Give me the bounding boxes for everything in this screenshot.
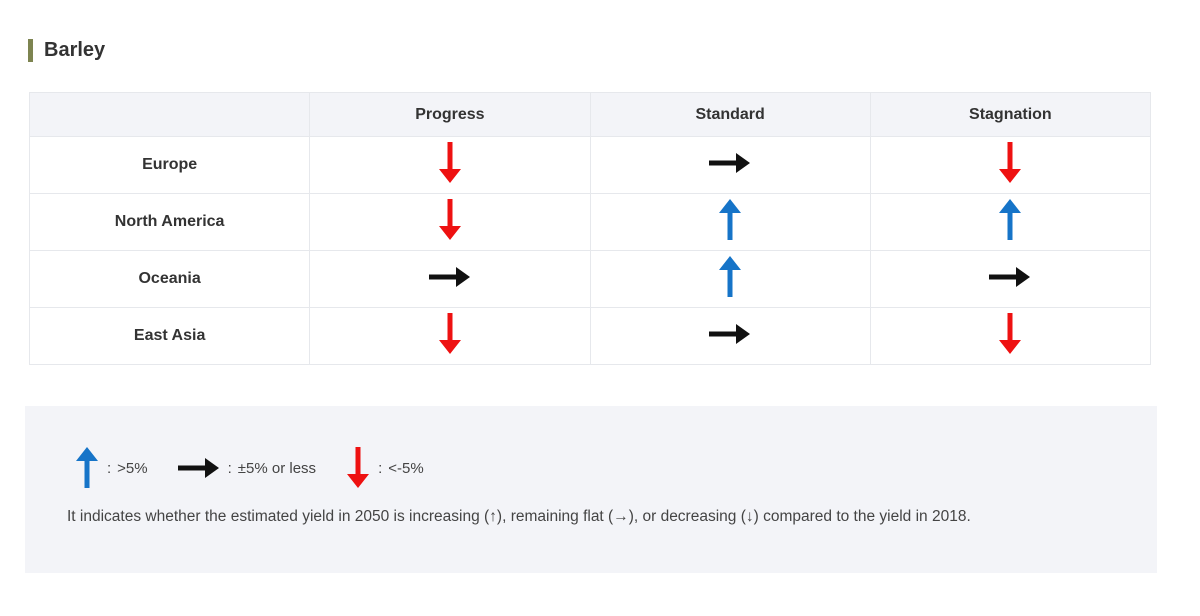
legend-note: It indicates whether the estimated yield… — [67, 508, 971, 525]
region-cell: North America — [28, 193, 311, 251]
down-arrow-icon — [438, 141, 462, 184]
legend-label: <-5% — [388, 459, 424, 477]
trend-cell — [589, 307, 871, 365]
table-row: Europe — [28, 136, 1152, 194]
table-header-row: Progress Standard Stagnation — [28, 92, 1152, 137]
legend-label: >5% — [117, 459, 148, 477]
legend-item-flat: : ±5% or less — [177, 457, 317, 479]
legend-item-increase: : >5% — [75, 447, 148, 489]
down-arrow-icon — [998, 312, 1022, 355]
legend-separator: : — [378, 459, 383, 477]
up-arrow-icon — [75, 447, 99, 489]
trend-cell — [869, 307, 1152, 365]
trend-cell — [869, 250, 1152, 308]
page-title: Barley — [44, 38, 106, 61]
trend-cell — [869, 193, 1152, 251]
header-cell-standard: Standard — [589, 92, 871, 137]
down-arrow-icon — [438, 198, 462, 241]
up-arrow-icon — [998, 198, 1022, 241]
trend-cell — [589, 193, 871, 251]
trend-cell — [869, 136, 1152, 194]
trend-cell — [309, 307, 591, 365]
region-cell: East Asia — [28, 307, 311, 365]
right-arrow-icon — [709, 323, 751, 345]
legend-separator: : — [107, 459, 112, 477]
legend-panel: : >5% : ±5% or less : <-5% It indicates … — [25, 406, 1157, 573]
up-arrow-icon — [718, 255, 742, 298]
table-row: East Asia — [28, 307, 1152, 365]
header-cell-empty — [28, 92, 311, 137]
legend-row: : >5% : ±5% or less : <-5% — [75, 446, 454, 490]
heading-accent-bar — [28, 38, 33, 62]
right-arrow-icon — [177, 457, 220, 479]
header-cell-stagnation: Stagnation — [869, 92, 1152, 137]
right-arrow-icon — [989, 266, 1031, 288]
up-arrow-icon — [718, 198, 742, 241]
table-row: North America — [28, 193, 1152, 251]
legend-separator: : — [227, 459, 232, 477]
trend-cell — [309, 136, 591, 194]
header-cell-progress: Progress — [309, 92, 591, 137]
trend-cell — [589, 250, 871, 308]
section-heading: Barley — [28, 37, 105, 63]
table-row: Oceania — [28, 250, 1152, 308]
legend-item-decrease: : <-5% — [346, 447, 424, 489]
trend-cell — [589, 136, 871, 194]
right-arrow-icon — [709, 152, 751, 174]
right-arrow-icon — [428, 266, 471, 288]
trend-cell — [309, 250, 591, 308]
region-cell: Oceania — [28, 250, 311, 308]
legend-label: ±5% or less — [237, 459, 317, 477]
down-arrow-icon — [346, 447, 370, 489]
down-arrow-icon — [998, 141, 1022, 184]
trend-cell — [309, 193, 591, 251]
yield-trend-table: Progress Standard Stagnation Europe Nort… — [28, 92, 1152, 365]
down-arrow-icon — [438, 312, 462, 355]
region-cell: Europe — [28, 136, 311, 194]
